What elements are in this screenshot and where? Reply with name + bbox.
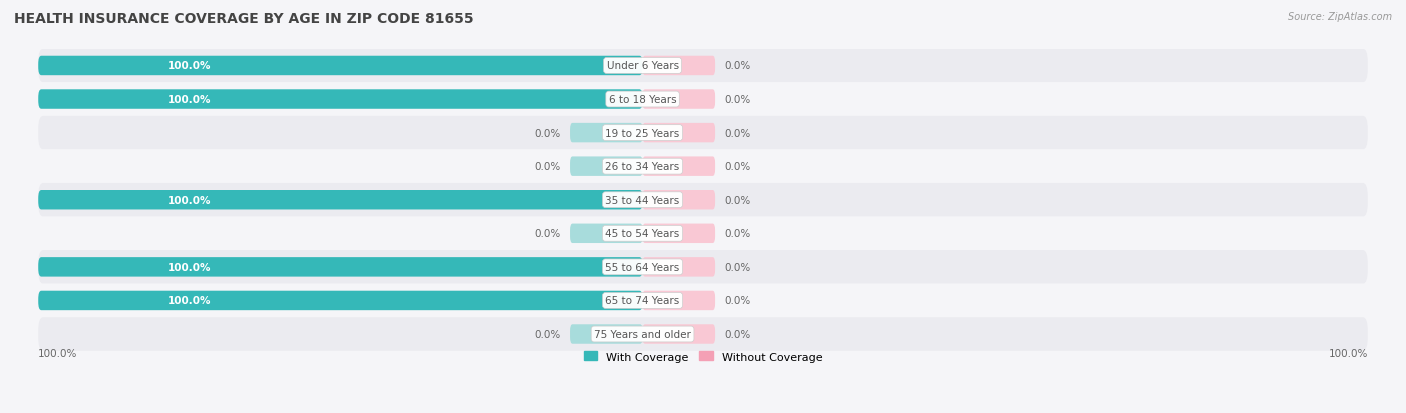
Text: 65 to 74 Years: 65 to 74 Years — [606, 296, 679, 306]
FancyBboxPatch shape — [643, 224, 716, 243]
FancyBboxPatch shape — [38, 57, 643, 76]
FancyBboxPatch shape — [38, 217, 1368, 250]
Text: 0.0%: 0.0% — [534, 162, 561, 172]
FancyBboxPatch shape — [38, 83, 1368, 116]
FancyBboxPatch shape — [643, 190, 716, 210]
Text: 0.0%: 0.0% — [724, 95, 751, 105]
FancyBboxPatch shape — [643, 258, 716, 277]
Text: 75 Years and older: 75 Years and older — [595, 329, 690, 339]
Text: 0.0%: 0.0% — [724, 329, 751, 339]
Text: 6 to 18 Years: 6 to 18 Years — [609, 95, 676, 105]
FancyBboxPatch shape — [38, 116, 1368, 150]
Text: 0.0%: 0.0% — [724, 61, 751, 71]
FancyBboxPatch shape — [38, 258, 643, 277]
FancyBboxPatch shape — [643, 90, 716, 109]
Text: 0.0%: 0.0% — [724, 229, 751, 239]
Text: 100.0%: 100.0% — [167, 195, 211, 205]
FancyBboxPatch shape — [38, 284, 1368, 318]
Text: 0.0%: 0.0% — [534, 329, 561, 339]
FancyBboxPatch shape — [38, 150, 1368, 183]
FancyBboxPatch shape — [38, 50, 1368, 83]
FancyBboxPatch shape — [643, 157, 716, 176]
FancyBboxPatch shape — [569, 123, 643, 143]
Text: 0.0%: 0.0% — [724, 195, 751, 205]
Text: 55 to 64 Years: 55 to 64 Years — [606, 262, 679, 272]
Text: HEALTH INSURANCE COVERAGE BY AGE IN ZIP CODE 81655: HEALTH INSURANCE COVERAGE BY AGE IN ZIP … — [14, 12, 474, 26]
FancyBboxPatch shape — [643, 123, 716, 143]
Text: 0.0%: 0.0% — [534, 128, 561, 138]
Text: 45 to 54 Years: 45 to 54 Years — [606, 229, 679, 239]
FancyBboxPatch shape — [38, 183, 1368, 217]
Text: Under 6 Years: Under 6 Years — [606, 61, 679, 71]
FancyBboxPatch shape — [38, 190, 643, 210]
Text: 100.0%: 100.0% — [167, 61, 211, 71]
Text: 100.0%: 100.0% — [167, 296, 211, 306]
Text: 100.0%: 100.0% — [167, 95, 211, 105]
FancyBboxPatch shape — [38, 90, 643, 109]
Text: 0.0%: 0.0% — [724, 128, 751, 138]
FancyBboxPatch shape — [569, 157, 643, 176]
Text: 100.0%: 100.0% — [38, 348, 77, 358]
Text: Source: ZipAtlas.com: Source: ZipAtlas.com — [1288, 12, 1392, 22]
Legend: With Coverage, Without Coverage: With Coverage, Without Coverage — [579, 347, 827, 366]
Text: 100.0%: 100.0% — [167, 262, 211, 272]
Text: 19 to 25 Years: 19 to 25 Years — [606, 128, 679, 138]
Text: 35 to 44 Years: 35 to 44 Years — [606, 195, 679, 205]
FancyBboxPatch shape — [569, 224, 643, 243]
Text: 0.0%: 0.0% — [724, 262, 751, 272]
FancyBboxPatch shape — [643, 325, 716, 344]
FancyBboxPatch shape — [569, 325, 643, 344]
FancyBboxPatch shape — [643, 57, 716, 76]
Text: 100.0%: 100.0% — [1329, 348, 1368, 358]
FancyBboxPatch shape — [38, 318, 1368, 351]
FancyBboxPatch shape — [643, 291, 716, 311]
Text: 0.0%: 0.0% — [534, 229, 561, 239]
Text: 0.0%: 0.0% — [724, 162, 751, 172]
Text: 26 to 34 Years: 26 to 34 Years — [606, 162, 679, 172]
FancyBboxPatch shape — [38, 291, 643, 311]
Text: 0.0%: 0.0% — [724, 296, 751, 306]
FancyBboxPatch shape — [38, 250, 1368, 284]
